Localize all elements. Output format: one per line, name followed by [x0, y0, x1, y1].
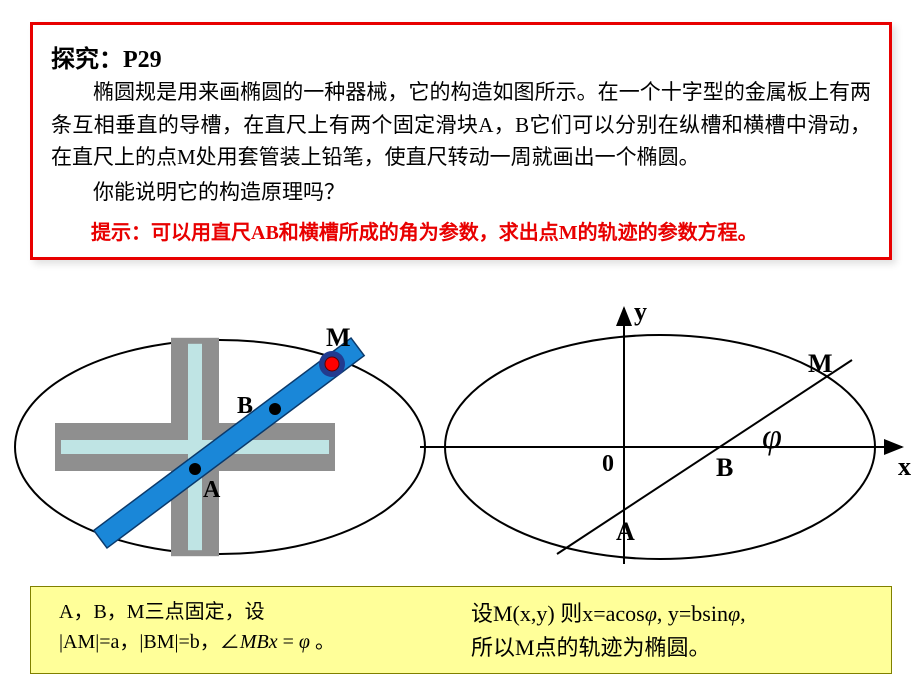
- point-M: [325, 357, 339, 371]
- cross-plate: [55, 338, 335, 556]
- question-line: 你能说明它的构造原理吗？: [51, 176, 871, 206]
- label-A-left: A: [203, 477, 221, 503]
- label-A-right: A: [616, 517, 635, 546]
- conclusion-line1: 设M(x,y) 则x=acosφ, y=bsinφ,: [471, 597, 891, 631]
- hint-line: 提示：可以用直尺AB和横槽所成的角为参数，求出点M的轨迹的参数方程。: [51, 216, 871, 245]
- problem-paragraph: 椭圆规是用来画椭圆的一种器械，它的构造如图所示。在一个十字型的金属板上有两条互相…: [51, 76, 871, 174]
- label-x: x: [898, 452, 911, 481]
- setup-text: A，B，M三点固定，设 |AM|=a，|BM|=b，∠MBx = φ 。: [59, 597, 439, 657]
- solution-box: A，B，M三点固定，设 |AM|=a，|BM|=b，∠MBx = φ 。 设M(…: [30, 586, 892, 674]
- label-y: y: [634, 302, 647, 326]
- label-phi: φ: [762, 416, 782, 456]
- label-origin: 0: [602, 451, 614, 477]
- conclusion-text: 设M(x,y) 则x=acosφ, y=bsinφ, 所以M点的轨迹为椭圆。: [471, 597, 891, 665]
- setup-line1: A，B，M三点固定，设: [59, 597, 439, 627]
- label-M-right: M: [808, 349, 833, 378]
- conclusion-line2: 所以M点的轨迹为椭圆。: [471, 631, 891, 665]
- label-B-right: B: [716, 453, 733, 482]
- label-M-left: M: [326, 323, 351, 352]
- setup-line2: |AM|=a，|BM|=b，∠MBx = φ 。: [59, 627, 439, 657]
- problem-box: 探究：P29 椭圆规是用来画椭圆的一种器械，它的构造如图所示。在一个十字型的金属…: [30, 22, 892, 260]
- diagrams: M B A y x 0 M B A φ: [0, 302, 920, 582]
- point-B: [269, 403, 281, 415]
- title: 探究：P29: [51, 39, 871, 74]
- point-A: [189, 463, 201, 475]
- label-B-left: B: [237, 393, 253, 419]
